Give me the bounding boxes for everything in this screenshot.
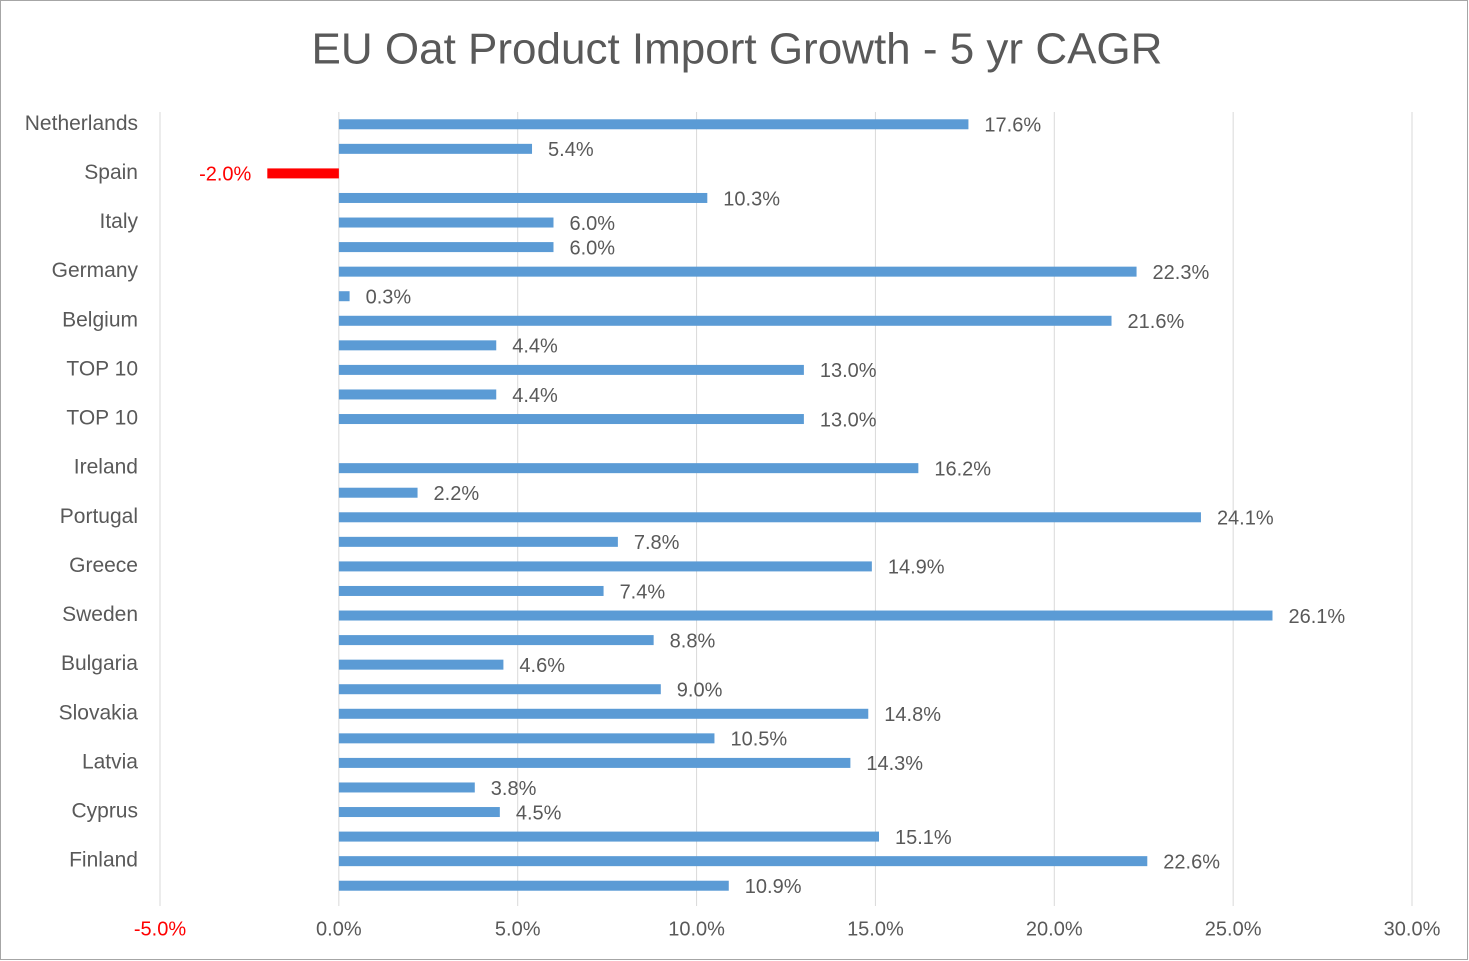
data-label: 10.3% — [723, 188, 780, 210]
data-label: 9.0% — [677, 680, 723, 702]
data-label: 5.4% — [548, 139, 594, 161]
y-tick-label: Sweden — [62, 603, 138, 626]
bar — [338, 192, 708, 203]
bar — [338, 512, 1201, 523]
bar — [338, 585, 604, 596]
data-label: 13.0% — [820, 409, 877, 431]
bar — [338, 782, 475, 793]
data-label: 22.3% — [1153, 262, 1210, 284]
data-label: 3.8% — [491, 778, 537, 800]
bar — [338, 708, 869, 719]
data-label: 6.0% — [569, 237, 615, 259]
data-label: 0.3% — [366, 287, 412, 309]
bar — [338, 143, 533, 154]
bar — [267, 168, 339, 179]
data-label: 8.8% — [670, 630, 716, 652]
data-label: 17.6% — [984, 115, 1041, 137]
data-label: 4.4% — [512, 336, 558, 358]
y-tick-label: Spain — [84, 161, 138, 184]
data-label: 22.6% — [1163, 851, 1220, 873]
data-label: 10.9% — [745, 876, 802, 898]
data-label: 24.1% — [1217, 508, 1274, 530]
bar — [338, 119, 969, 130]
y-tick-label: Portugal — [60, 505, 138, 528]
bar — [338, 880, 729, 891]
bar — [338, 536, 618, 547]
bar — [338, 217, 554, 228]
y-tick-label: Belgium — [62, 308, 138, 331]
data-label: 6.0% — [569, 213, 615, 235]
data-label: 26.1% — [1288, 606, 1345, 628]
y-tick-label: Bulgaria — [61, 652, 138, 675]
x-tick-label: 30.0% — [1384, 918, 1441, 940]
bar — [338, 561, 872, 572]
bar — [338, 659, 504, 670]
bar — [338, 389, 497, 400]
bar — [338, 831, 880, 842]
data-label: 13.0% — [820, 360, 877, 382]
data-label: 10.5% — [730, 729, 787, 751]
bar — [338, 807, 500, 818]
data-label: 7.8% — [634, 532, 680, 554]
y-tick-label: Cyprus — [71, 800, 138, 823]
bar — [338, 635, 654, 646]
x-tick-label: 10.0% — [668, 918, 725, 940]
data-label: 4.4% — [512, 385, 558, 407]
bar — [338, 266, 1137, 277]
data-label: 7.4% — [620, 581, 666, 603]
data-label: 14.9% — [888, 557, 945, 579]
bar — [338, 757, 851, 768]
bar — [338, 856, 1148, 867]
x-tick-label: 0.0% — [316, 918, 362, 940]
y-tick-label: Italy — [99, 210, 138, 233]
y-tick-label: Ireland — [74, 456, 138, 479]
bar — [338, 315, 1112, 326]
x-tick-label: 20.0% — [1026, 918, 1083, 940]
bar — [338, 463, 919, 474]
bar — [338, 291, 350, 302]
chart-title: EU Oat Product Import Growth - 5 yr CAGR — [312, 25, 1163, 74]
y-tick-label: Greece — [69, 554, 138, 577]
data-label: 15.1% — [895, 827, 952, 849]
data-label: 14.3% — [866, 753, 923, 775]
bar — [338, 684, 661, 695]
y-tick-label: TOP 10 — [66, 357, 138, 380]
x-tick-label: 25.0% — [1205, 918, 1262, 940]
y-tick-label: Finland — [69, 849, 138, 872]
data-label: -2.0% — [199, 164, 251, 186]
data-label: 14.8% — [884, 704, 941, 726]
bar — [338, 414, 804, 425]
y-tick-label: Netherlands — [25, 112, 138, 135]
y-tick-label: Slovakia — [59, 701, 139, 724]
x-tick-label: 5.0% — [495, 918, 541, 940]
y-tick-label: Germany — [52, 259, 139, 282]
y-tick-label: TOP 10 — [66, 407, 138, 430]
bar — [338, 733, 715, 744]
data-label: 4.6% — [519, 655, 565, 677]
y-tick-label: Latvia — [82, 750, 138, 773]
bar — [338, 242, 554, 253]
data-label: 2.2% — [434, 483, 480, 505]
data-label: 21.6% — [1128, 311, 1185, 333]
x-tick-label: -5.0% — [134, 918, 186, 940]
data-label: 4.5% — [516, 802, 562, 824]
bar — [338, 487, 418, 498]
bar — [338, 364, 804, 375]
bar — [338, 340, 497, 351]
data-label: 16.2% — [934, 458, 991, 480]
bar — [338, 610, 1273, 621]
x-tick-label: 15.0% — [847, 918, 904, 940]
